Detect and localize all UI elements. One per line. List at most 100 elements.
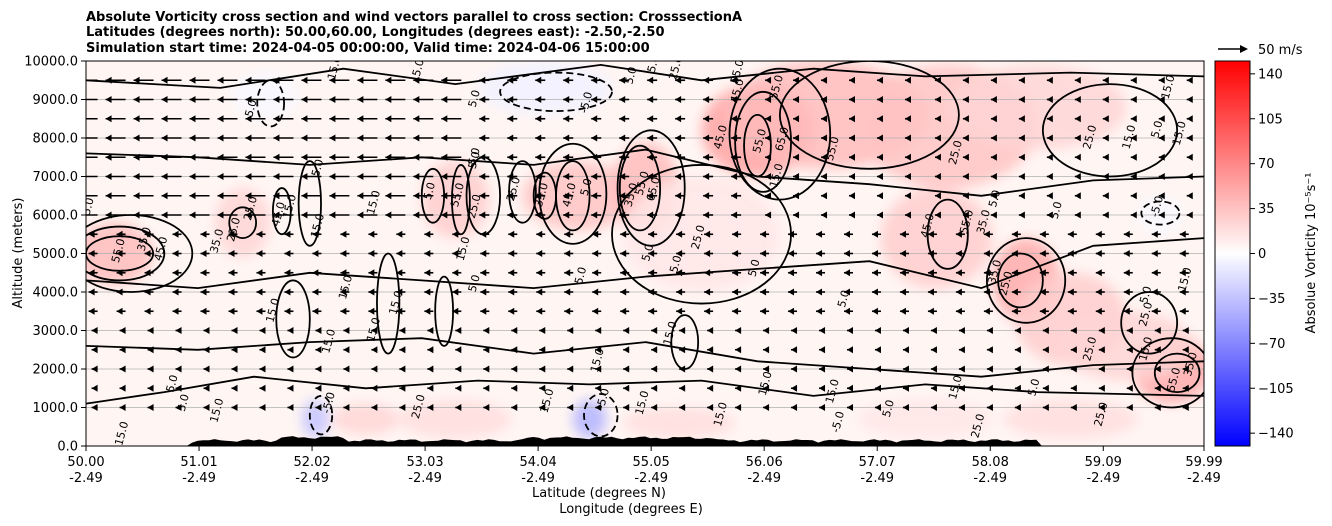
wind-vector-head xyxy=(413,153,420,161)
wind-vector-head xyxy=(816,269,823,277)
colorbar-tick-label: −70 xyxy=(1258,337,1285,352)
contour-label: 25.0 xyxy=(1136,301,1155,328)
colorbar-tick-label: −105 xyxy=(1258,382,1294,397)
wind-vector-head xyxy=(816,288,823,296)
wind-vector-head xyxy=(259,384,266,392)
wind-vector-head xyxy=(704,307,711,315)
contour-line xyxy=(1131,337,1204,409)
contour-label: 15.0 xyxy=(1159,74,1178,101)
vorticity-blob xyxy=(858,399,993,439)
wind-vector-head xyxy=(175,384,182,392)
x-tick-label-lat: 55.05 xyxy=(633,455,670,470)
wind-vector-head xyxy=(1046,173,1053,180)
contour-label: -5.0 xyxy=(241,98,259,122)
wind-vector-head xyxy=(480,288,487,296)
wind-vector-head xyxy=(189,192,196,200)
wind-vector-head xyxy=(1102,173,1109,180)
wind-vector-head xyxy=(424,269,431,277)
wind-vector-head xyxy=(88,307,95,315)
wind-vector-head xyxy=(591,173,598,180)
wind-vector-head xyxy=(1074,134,1081,142)
wind-vector-head xyxy=(592,288,599,296)
contour-label: 15.0 xyxy=(1136,335,1155,362)
wind-vector-head xyxy=(651,384,658,392)
wind-vector-head xyxy=(962,134,969,142)
contour-label: 55.0 xyxy=(823,135,842,162)
wind-vector-head xyxy=(821,134,828,142)
wind-vector-head xyxy=(1042,384,1049,392)
wind-vector-head xyxy=(1186,96,1193,103)
x-tick-label-lat: 59.09 xyxy=(1085,455,1122,470)
contour-label: 25.0 xyxy=(241,195,260,222)
wind-vector-head xyxy=(1130,96,1137,103)
wind-vector-head xyxy=(343,384,350,392)
wind-vector-head xyxy=(1102,153,1109,161)
wind-vector-head xyxy=(396,307,403,315)
wind-vector-head xyxy=(763,327,770,334)
wind-vector-head xyxy=(704,250,711,257)
wind-vector-head xyxy=(357,134,364,142)
wind-vector-head xyxy=(765,115,772,123)
wind-vector-head xyxy=(564,230,571,238)
wind-vector-head xyxy=(620,288,627,296)
contour-label: 15.0 xyxy=(1170,120,1189,147)
wind-vector-head xyxy=(161,192,168,200)
wind-vector-head xyxy=(105,192,112,200)
wind-vector-head xyxy=(119,404,126,411)
wind-vector-head xyxy=(1074,192,1081,200)
wind-vector-head xyxy=(245,153,252,161)
wind-vector-head xyxy=(676,230,683,238)
contour-line xyxy=(86,225,166,282)
wind-vector-head xyxy=(535,153,542,161)
wind-vector-head xyxy=(441,76,448,84)
wind-vector-head xyxy=(119,384,126,392)
wind-vector-head xyxy=(483,327,490,334)
wind-vector-head xyxy=(821,173,828,180)
wind-vector-head xyxy=(479,115,486,123)
contour-label: 5.0 xyxy=(1137,285,1154,305)
wind-vector-head xyxy=(735,404,742,411)
wind-vector-head xyxy=(133,153,140,161)
wind-vector-head xyxy=(507,96,514,103)
wind-vector-head xyxy=(648,307,655,315)
wind-vector-head xyxy=(849,192,856,200)
wind-vector-head xyxy=(647,211,654,219)
wind-vector-head xyxy=(413,192,420,200)
contour-label: 15.0 xyxy=(454,235,473,262)
wind-vector-head xyxy=(312,307,319,315)
wind-vector-head xyxy=(343,404,350,411)
wind-vector-head xyxy=(1011,288,1018,296)
wind-vector-head xyxy=(704,288,711,296)
wind-vector-head xyxy=(1011,250,1018,257)
wind-vector-head xyxy=(441,192,448,200)
wind-vector-head xyxy=(1126,384,1133,392)
wind-vector-head xyxy=(675,76,682,84)
wind-vector-head xyxy=(623,327,630,334)
wind-vector-head xyxy=(731,192,738,200)
contour-line xyxy=(86,337,1204,378)
wind-vector-head xyxy=(539,346,546,354)
contour-line xyxy=(308,395,334,436)
wind-vector-head xyxy=(535,76,542,84)
wind-vector-head xyxy=(147,327,154,334)
wind-vector-head xyxy=(927,269,934,277)
wind-vector-head xyxy=(703,211,710,219)
wind-vector-head xyxy=(844,230,851,238)
wind-vector-head xyxy=(676,307,683,315)
wind-vector-head xyxy=(508,288,515,296)
wind-vector-head xyxy=(732,250,739,257)
quiver-key-label: 50 m/s xyxy=(1258,43,1303,58)
wind-vector-head xyxy=(763,346,770,354)
contour-label: 15.0 xyxy=(336,274,355,301)
wind-vector-head xyxy=(368,288,375,296)
wind-vector-head xyxy=(619,173,626,180)
wind-vector-head xyxy=(1098,384,1105,392)
wind-vector-head xyxy=(245,211,252,219)
contour-label: 5.0 xyxy=(667,254,684,274)
wind-vector-head xyxy=(930,327,937,334)
wind-vector-head xyxy=(315,384,322,392)
contour-label: 45.0 xyxy=(560,181,579,208)
contour-line xyxy=(376,252,401,355)
wind-vector-head xyxy=(791,365,798,373)
wind-vector-head xyxy=(1046,96,1053,103)
